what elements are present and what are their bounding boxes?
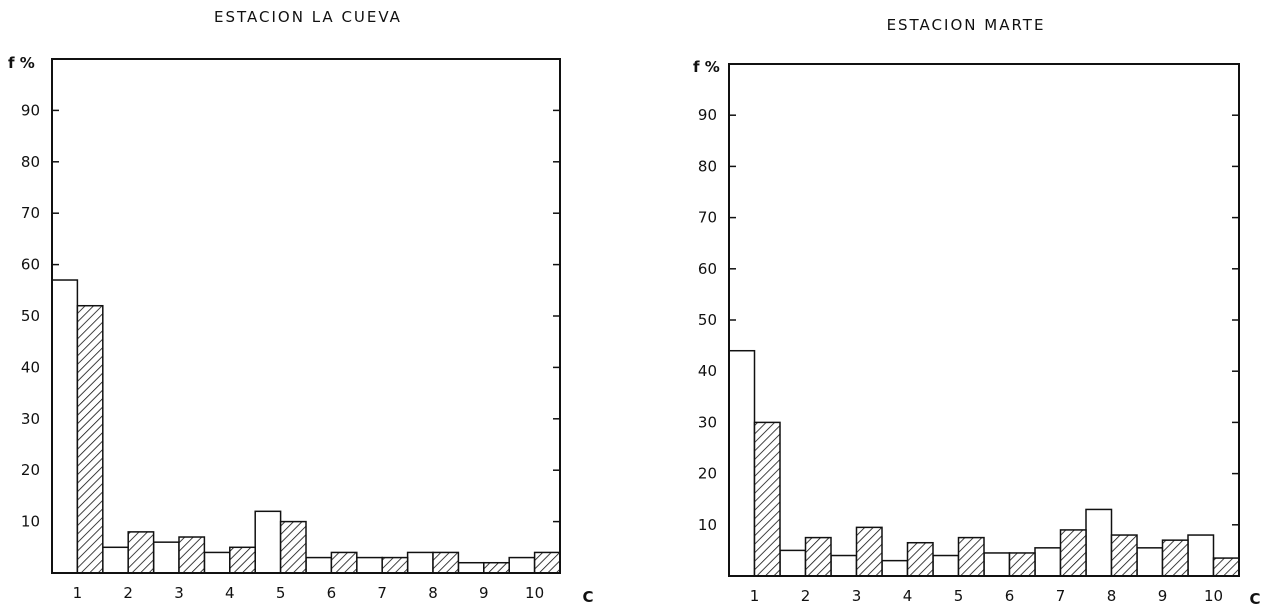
plot-frame	[728, 63, 1240, 577]
bar-hatched-10	[533, 551, 561, 574]
bar-open-8	[406, 551, 434, 574]
y-tick-label: 90	[698, 106, 717, 124]
chart-title: ESTACION MARTE	[887, 16, 1046, 34]
bar-hatched-7	[1059, 529, 1087, 577]
x-tick-label: 8	[428, 584, 438, 602]
chart-panel-marte: ESTACION MARTE f % C 1020304050607080901…	[693, 16, 1261, 608]
bar-open-5	[254, 510, 282, 574]
bar-open-2	[102, 546, 129, 574]
y-tick-label: 30	[21, 410, 40, 428]
x-tick-label: 3	[174, 584, 184, 602]
bar-open-7	[356, 556, 383, 574]
x-tick-label: 9	[1158, 587, 1168, 605]
bar-open-9	[457, 561, 485, 574]
x-tick-label: 10	[1204, 587, 1223, 605]
bar-open-10	[508, 556, 536, 574]
bar-open-1	[728, 349, 756, 577]
x-tick-label: 9	[479, 584, 489, 602]
x-tick-label: 5	[954, 587, 964, 605]
y-tick-label: 50	[21, 307, 40, 325]
y-tick-label: 80	[698, 157, 717, 175]
y-tick-label: 20	[21, 461, 40, 479]
plot-frame	[51, 58, 561, 574]
bar-hatched-8	[1110, 534, 1138, 577]
x-tick-label: 6	[327, 584, 337, 602]
bar-hatched-1	[76, 304, 104, 574]
bar-hatched-2	[804, 536, 832, 577]
bar-open-5	[932, 554, 960, 577]
bar-open-2	[779, 549, 807, 577]
bar-open-4	[203, 551, 231, 574]
bar-open-8	[1085, 508, 1113, 577]
bar-hatched-4	[229, 546, 256, 574]
x-axis-label: C	[1249, 590, 1260, 608]
y-tick-label: 70	[21, 204, 40, 222]
y-axis-label: f %	[693, 58, 720, 76]
y-tick-label: 90	[21, 101, 40, 119]
y-tick-label: 70	[698, 209, 717, 227]
chart-marks: 10 20 30 40 50 60 70 80 90 1 2 3 4 5 6 7 8 9 10	[698, 106, 1240, 605]
y-tick-label: 20	[698, 465, 717, 483]
x-tick-label: 1	[750, 587, 760, 605]
bar-hatched-10	[1212, 557, 1240, 577]
bar-open-6	[305, 556, 333, 574]
bar-hatched-9	[483, 561, 510, 574]
bar-open-4	[881, 559, 909, 577]
chart-panel-la-cueva: ESTACION LA CUEVA f % C 10 20 30 40 50 60 70 80…	[8, 8, 594, 606]
bar-open-3	[830, 554, 858, 577]
x-tick-label: 7	[377, 584, 387, 602]
x-tick-label: 8	[1107, 587, 1117, 605]
bar-hatched-6	[1008, 552, 1036, 577]
bar-hatched-6	[330, 551, 358, 574]
bar-open-7	[1034, 547, 1062, 577]
x-axis-label: C	[582, 588, 593, 606]
bar-open-9	[1136, 547, 1164, 577]
x-tick-label: 6	[1005, 587, 1015, 605]
y-tick-label: 50	[698, 311, 717, 329]
y-axis-label: f %	[8, 54, 35, 72]
x-tick-label: 1	[73, 584, 83, 602]
bar-hatched-8	[432, 551, 460, 574]
x-tick-label: 7	[1056, 587, 1066, 605]
bar-hatched-1	[753, 421, 781, 577]
x-tick-label: 10	[525, 584, 544, 602]
y-tick-label: 40	[698, 362, 717, 380]
bar-hatched-4	[906, 541, 934, 577]
bar-hatched-5	[957, 536, 985, 577]
chart-marks: 10 20 30 40 50 60 70 80 90 1 2 3 4 5 6 7 8 9 10	[21, 101, 561, 602]
bar-open-10	[1187, 534, 1215, 577]
y-tick-label: 30	[698, 413, 717, 431]
x-tick-label: 2	[123, 584, 133, 602]
y-tick-label: 60	[698, 260, 717, 278]
y-tick-label: 60	[21, 256, 40, 274]
y-tick-label: 10	[21, 513, 40, 531]
x-tick-label: 5	[276, 584, 286, 602]
x-tick-label: 2	[801, 587, 811, 605]
bar-hatched-7	[381, 556, 409, 574]
bar-hatched-5	[279, 520, 307, 574]
x-tick-label: 4	[903, 587, 913, 605]
chart-title: ESTACION LA CUEVA	[214, 8, 402, 26]
x-tick-label: 4	[225, 584, 235, 602]
y-tick-label: 10	[698, 516, 717, 534]
bar-hatched-3	[178, 536, 206, 574]
y-tick-label: 80	[21, 153, 40, 171]
y-tick-label: 40	[21, 358, 40, 376]
bar-open-3	[152, 541, 180, 574]
bar-hatched-2	[127, 531, 155, 574]
bar-hatched-9	[1161, 539, 1189, 577]
bar-hatched-3	[855, 526, 883, 577]
x-tick-label: 3	[852, 587, 862, 605]
bar-open-6	[983, 552, 1011, 577]
bar-open-1	[51, 279, 79, 574]
